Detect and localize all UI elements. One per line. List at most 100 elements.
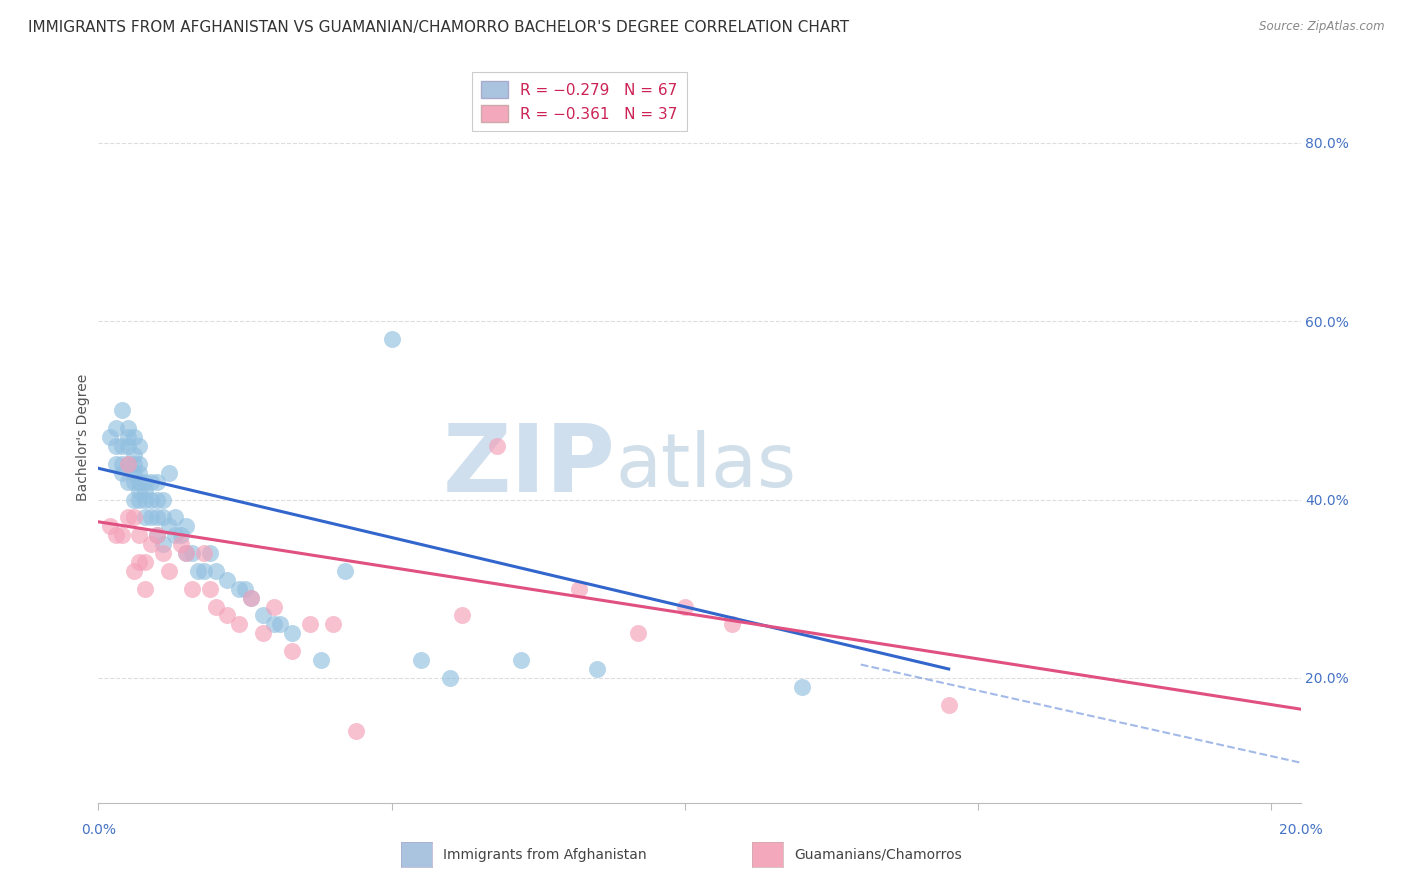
Point xyxy=(117,457,139,471)
Text: IMMIGRANTS FROM AFGHANISTAN VS GUAMANIAN/CHAMORRO BACHELOR'S DEGREE CORRELATION : IMMIGRANTS FROM AFGHANISTAN VS GUAMANIAN… xyxy=(28,20,849,35)
Point xyxy=(720,617,742,632)
Text: 0.0%: 0.0% xyxy=(82,823,115,837)
Point xyxy=(217,608,239,623)
Point xyxy=(673,599,696,614)
Point xyxy=(198,546,221,560)
Point xyxy=(146,492,169,507)
Point xyxy=(204,599,226,614)
Point xyxy=(105,528,128,542)
Point xyxy=(122,475,145,489)
Point xyxy=(98,430,121,444)
Point xyxy=(146,528,169,542)
Point xyxy=(111,457,134,471)
Point xyxy=(252,608,274,623)
Text: ZIP: ZIP xyxy=(443,420,616,512)
Point xyxy=(263,599,285,614)
Text: 20.0%: 20.0% xyxy=(1278,823,1323,837)
Point xyxy=(152,537,174,551)
Point xyxy=(128,457,150,471)
Point xyxy=(128,475,150,489)
Point xyxy=(134,582,156,596)
Point xyxy=(157,466,180,480)
Point xyxy=(111,466,134,480)
Point xyxy=(146,510,169,524)
Point xyxy=(239,591,262,605)
Point xyxy=(176,546,198,560)
Point xyxy=(627,626,650,640)
Point xyxy=(128,466,150,480)
Legend: R = −0.279   N = 67, R = −0.361   N = 37: R = −0.279 N = 67, R = −0.361 N = 37 xyxy=(471,71,688,131)
Point xyxy=(176,519,198,533)
Point xyxy=(228,617,250,632)
Point xyxy=(309,653,332,667)
Point xyxy=(105,439,128,453)
Point xyxy=(134,492,156,507)
Point xyxy=(486,439,509,453)
Point xyxy=(128,528,150,542)
Point xyxy=(128,439,150,453)
Point xyxy=(152,492,174,507)
Point xyxy=(117,457,139,471)
Point xyxy=(233,582,256,596)
Point xyxy=(152,546,174,560)
Point xyxy=(439,671,461,685)
Point xyxy=(122,457,145,471)
Point xyxy=(193,546,215,560)
Point xyxy=(122,564,145,578)
Point xyxy=(134,483,156,498)
Point xyxy=(111,403,134,417)
Point xyxy=(790,680,813,694)
Point xyxy=(252,626,274,640)
Point xyxy=(111,528,134,542)
Point xyxy=(333,564,356,578)
Point xyxy=(204,564,226,578)
Point xyxy=(141,492,163,507)
Point xyxy=(141,510,163,524)
Point xyxy=(122,430,145,444)
Point xyxy=(117,510,139,524)
Point xyxy=(105,421,128,435)
Point xyxy=(163,510,186,524)
Point xyxy=(134,555,156,569)
Point xyxy=(134,510,156,524)
Point xyxy=(152,510,174,524)
Text: Source: ZipAtlas.com: Source: ZipAtlas.com xyxy=(1260,20,1385,33)
Point xyxy=(509,653,531,667)
Point xyxy=(228,582,250,596)
Point xyxy=(451,608,474,623)
Point xyxy=(568,582,591,596)
Point xyxy=(263,617,285,632)
Text: Guamanians/Chamorros: Guamanians/Chamorros xyxy=(794,847,962,862)
Point xyxy=(128,555,150,569)
Point xyxy=(169,528,191,542)
Point xyxy=(157,519,180,533)
Point xyxy=(146,475,169,489)
Point xyxy=(163,528,186,542)
Point xyxy=(322,617,344,632)
Point xyxy=(586,662,609,676)
Point xyxy=(111,439,134,453)
Point xyxy=(169,537,191,551)
Point xyxy=(193,564,215,578)
Point xyxy=(122,448,145,462)
Point xyxy=(187,564,209,578)
Point xyxy=(128,492,150,507)
Point xyxy=(141,537,163,551)
Point xyxy=(298,617,321,632)
Point xyxy=(98,519,121,533)
Point xyxy=(117,430,139,444)
Point xyxy=(141,475,163,489)
Text: atlas: atlas xyxy=(616,430,796,503)
Point xyxy=(239,591,262,605)
Point xyxy=(134,475,156,489)
Point xyxy=(146,528,169,542)
Point xyxy=(122,492,145,507)
Y-axis label: Bachelor's Degree: Bachelor's Degree xyxy=(76,374,90,500)
Point xyxy=(409,653,432,667)
Point xyxy=(281,644,304,658)
Point xyxy=(122,466,145,480)
Point xyxy=(176,546,198,560)
Point xyxy=(938,698,960,712)
Point xyxy=(117,439,139,453)
Point xyxy=(122,510,145,524)
